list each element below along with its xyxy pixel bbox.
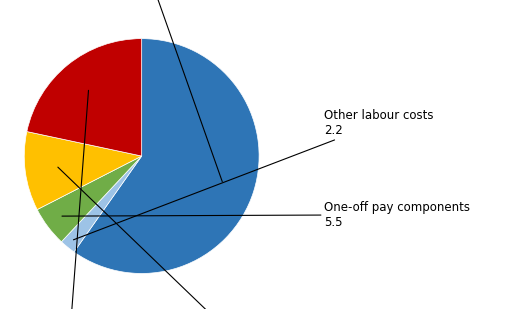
Text: Pay for day offs
10.9: Pay for day offs 10.9: [58, 167, 287, 309]
Text: Direct earnings
59.9: Direct earnings 59.9: [106, 0, 222, 182]
Wedge shape: [74, 39, 259, 273]
Wedge shape: [24, 132, 141, 210]
Text: One-off pay components
5.5: One-off pay components 5.5: [62, 201, 469, 229]
Wedge shape: [61, 156, 141, 252]
Wedge shape: [27, 39, 141, 156]
Wedge shape: [37, 156, 141, 242]
Text: Other labour costs
2.2: Other labour costs 2.2: [73, 109, 432, 240]
Text: Social security costs
21.7: Social security costs 21.7: [9, 90, 129, 309]
